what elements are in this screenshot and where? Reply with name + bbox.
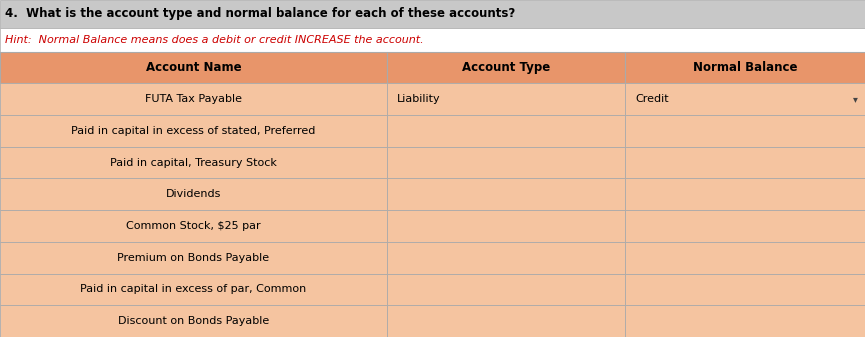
Text: Account Name: Account Name (145, 61, 241, 74)
Text: Normal Balance: Normal Balance (693, 61, 798, 74)
Bar (387, 242, 625, 274)
Bar (387, 115, 625, 147)
Bar (625, 274, 865, 305)
Text: Paid in capital in excess of stated, Preferred: Paid in capital in excess of stated, Pre… (71, 126, 316, 136)
Bar (625, 52, 865, 83)
Text: 4.  What is the account type and normal balance for each of these accounts?: 4. What is the account type and normal b… (5, 7, 516, 20)
Bar (387, 178, 625, 210)
Bar (387, 147, 625, 178)
Bar (387, 274, 625, 305)
Bar (387, 83, 625, 115)
Text: ▾: ▾ (853, 94, 858, 104)
Bar (625, 83, 865, 115)
Text: Dividends: Dividends (165, 189, 221, 199)
Text: Account Type: Account Type (462, 61, 550, 74)
Bar (625, 115, 865, 147)
Bar (0, 210, 387, 242)
Bar (0, 178, 387, 210)
Text: Hint:  Normal Balance means does a debit or credit INCREASE the account.: Hint: Normal Balance means does a debit … (5, 35, 424, 45)
Bar (0, 147, 387, 178)
Bar (0, 83, 387, 115)
Bar (0, 28, 865, 52)
Bar (0, 52, 387, 83)
Bar (387, 210, 625, 242)
Text: FUTA Tax Payable: FUTA Tax Payable (144, 94, 242, 104)
Text: Discount on Bonds Payable: Discount on Bonds Payable (118, 316, 269, 326)
Bar (625, 178, 865, 210)
Bar (625, 305, 865, 337)
Bar (0, 274, 387, 305)
Bar (0, 0, 865, 28)
Bar (0, 115, 387, 147)
Bar (387, 305, 625, 337)
Bar (625, 210, 865, 242)
Text: Credit: Credit (636, 94, 670, 104)
Text: Premium on Bonds Payable: Premium on Bonds Payable (118, 253, 269, 263)
Text: Paid in capital, Treasury Stock: Paid in capital, Treasury Stock (110, 157, 277, 167)
Text: Liability: Liability (397, 94, 440, 104)
Bar (0, 305, 387, 337)
Text: Common Stock, $25 par: Common Stock, $25 par (126, 221, 260, 231)
Bar (387, 52, 625, 83)
Bar (625, 242, 865, 274)
Text: Paid in capital in excess of par, Common: Paid in capital in excess of par, Common (80, 284, 306, 295)
Bar (0, 242, 387, 274)
Bar (625, 147, 865, 178)
